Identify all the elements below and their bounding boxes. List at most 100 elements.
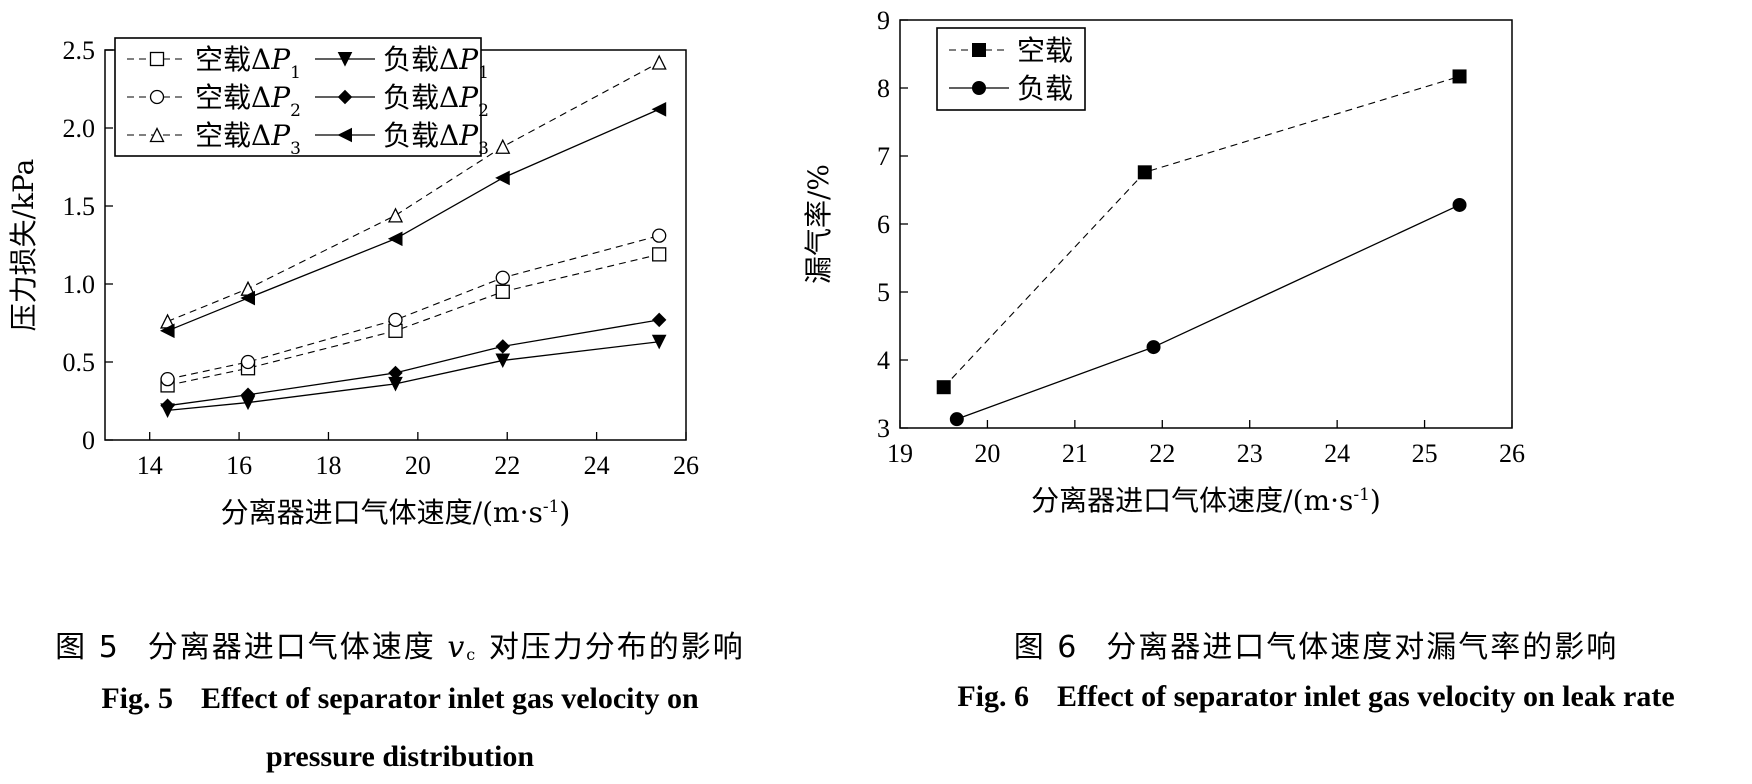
figure5-caption-en-line2: pressure distribution	[265, 740, 535, 773]
figure5-caption-en-prefix: Fig. 5	[101, 682, 173, 715]
figure5-caption-var-letter: v	[447, 630, 467, 665]
fig5-series-3-point	[387, 207, 404, 223]
fig6-ytick-label: 3	[877, 414, 890, 443]
fig5-series-2-point	[495, 270, 510, 285]
fig5-series-5-point	[495, 339, 510, 354]
fig6-ytick-label: 5	[877, 278, 890, 307]
fig5-series-5-point	[651, 312, 667, 328]
fig6-legend-label-2: 负载	[1017, 72, 1073, 105]
fig6-y-axis-title: 漏气率/%	[802, 164, 835, 284]
fig6-xtick-label: 21	[1062, 439, 1088, 468]
fig5-series-2-point	[240, 354, 256, 370]
fig6-ytick-label: 7	[877, 142, 890, 171]
fig5-ytick-label: 0.5	[63, 348, 96, 377]
fig5-legend-label-6: 负载ΔP3	[383, 119, 489, 159]
fig6-xtick-label: 20	[974, 439, 1000, 468]
fig5-series-2-point	[388, 312, 403, 328]
fig5-legend-label-2: 空载ΔP2	[195, 81, 301, 121]
fig5-xtick-label: 24	[584, 451, 610, 480]
figure5-caption-en-text: Effect of separator inlet gas velocity o…	[201, 682, 699, 715]
fig5-ytick-label: 1.0	[63, 270, 96, 299]
fig5-series-6-point	[240, 290, 256, 306]
fig6-series-1-point	[1452, 69, 1467, 84]
fig6-series-1-point	[936, 380, 951, 395]
figure6-caption-en: Fig. 6 Effect of separator inlet gas velo…	[880, 680, 1752, 714]
figure5-caption-cn-prefix: 图 5	[55, 630, 120, 665]
figure5-caption-cn: 图 5 分离器进口气体速度 vc 对压力分布的影响	[0, 622, 800, 666]
fig6-series-2-point	[949, 412, 964, 427]
fig5-legend-label-1: 空载ΔP1	[195, 43, 301, 83]
figure5-caption-cn-tail: 对压力分布的影响	[488, 630, 745, 665]
fig5-series-line-2	[167, 235, 660, 380]
leak-rate-chart: 19 20 21 22 23 24 25 26 3 4 5 6 7 8 9 分离器进口气体速度/(m·s-1)…	[802, 6, 1525, 517]
figure6-caption-cn: 图 6 分离器进口气体速度对漏气率的影响	[880, 622, 1752, 666]
fig5-x-axis-title: 分离器进口气体速度/(m·s-1)	[221, 496, 571, 529]
figure5-caption-var-sub: c	[466, 645, 478, 664]
fig5-series-2-point	[652, 228, 667, 243]
fig6-xtick-label: 22	[1149, 439, 1175, 468]
fig6-xtick-label: 24	[1324, 439, 1350, 468]
pressure-loss-chart: 14 16 18 20 22 24 26 0 0.5 1.0 1.5 2.0 2.5 分离器进口气体速度/…	[7, 36, 699, 529]
fig5-series-6-point	[495, 170, 510, 186]
fig5-series-3-point	[651, 54, 667, 70]
fig5-legend-marker-2	[149, 89, 165, 105]
fig5-series-4-point	[651, 334, 667, 350]
fig5-ytick-label: 1.5	[63, 192, 96, 221]
fig5-series-1-point	[652, 247, 667, 262]
fig5-series-2-point	[160, 372, 175, 387]
fig5-xtick-label: 20	[405, 451, 431, 480]
fig5-xtick-label: 22	[494, 451, 520, 480]
fig6-series-2-point	[1452, 197, 1467, 212]
fig5-series-4-point	[495, 353, 511, 369]
fig5-series-6-point	[651, 101, 667, 117]
fig6-series-2-point	[1146, 340, 1161, 355]
fig6-legend-box	[936, 27, 1086, 111]
fig5-ytick-label: 2.5	[63, 36, 96, 65]
fig6-ytick-label: 9	[877, 6, 890, 35]
fig5-series-5-point	[160, 398, 175, 413]
fig5-xtick-label: 18	[315, 451, 341, 480]
fig5-series-5-point	[240, 387, 256, 402]
fig5-xtick-label: 16	[226, 451, 252, 480]
fig5-series-5-point	[388, 365, 403, 381]
fig5-xtick-label: 14	[137, 451, 163, 480]
fig5-series-6-point	[159, 323, 175, 339]
fig5-y-axis-title: 压力损失/kPa	[7, 159, 40, 332]
fig6-ytick-label: 8	[877, 74, 890, 103]
fig6-x-axis-title: 分离器进口气体速度/(m·s-1)	[1031, 484, 1381, 517]
figure6-caption-cn-text: 分离器进口气体速度对漏气率的影响	[1106, 630, 1619, 665]
figure5-caption-cn-var: vc	[447, 630, 477, 665]
fig6-legend-label-1: 空载	[1017, 34, 1073, 67]
figure5-caption-cn-text: 分离器进口气体速度	[147, 630, 436, 665]
fig5-xtick-label: 26	[673, 451, 699, 480]
fig6-xtick-label: 23	[1237, 439, 1263, 468]
fig5-legend-marker-3	[149, 127, 165, 143]
fig5-series-line-4	[167, 341, 660, 412]
figure5-caption-en-line1: Fig. 5 Effect of separator inlet gas velo…	[0, 682, 800, 716]
fig6-xtick-label: 26	[1499, 439, 1525, 468]
fig5-legend-label-4: 负载ΔP1	[383, 43, 489, 83]
figure6-caption-cn-prefix: 图 6	[1013, 630, 1079, 665]
figure6-caption-en-prefix: Fig. 6	[957, 680, 1030, 713]
fig6-legend-marker-1	[972, 43, 986, 57]
fig6-ytick-label: 4	[877, 346, 890, 375]
fig6-xtick-label: 25	[1412, 439, 1438, 468]
fig5-legend-marker-5	[337, 89, 353, 105]
fig6-xtick-label: 19	[887, 439, 913, 468]
fig6-series-1-point	[1137, 165, 1152, 180]
fig5-legend-marker-4	[337, 52, 353, 67]
fig5-ytick-label: 0	[82, 426, 95, 455]
fig5-series-1-point	[495, 284, 510, 299]
fig5-series-6-point	[387, 231, 403, 247]
fig5-legend-marker-1	[149, 51, 165, 67]
fig5-series-3-point	[495, 138, 511, 154]
fig6-legend-marker-2	[972, 81, 986, 95]
fig6-series-line-2	[956, 204, 1460, 420]
fig5-series-line-3	[167, 61, 660, 322]
fig6-ytick-label: 6	[877, 210, 890, 239]
fig5-ytick-label: 2.0	[63, 114, 96, 143]
fig5-legend-marker-6	[337, 127, 352, 143]
figure6-caption-en-text: Effect of separator inlet gas velocity o…	[1057, 680, 1675, 713]
fig5-legend-label-5: 负载ΔP2	[383, 81, 489, 121]
